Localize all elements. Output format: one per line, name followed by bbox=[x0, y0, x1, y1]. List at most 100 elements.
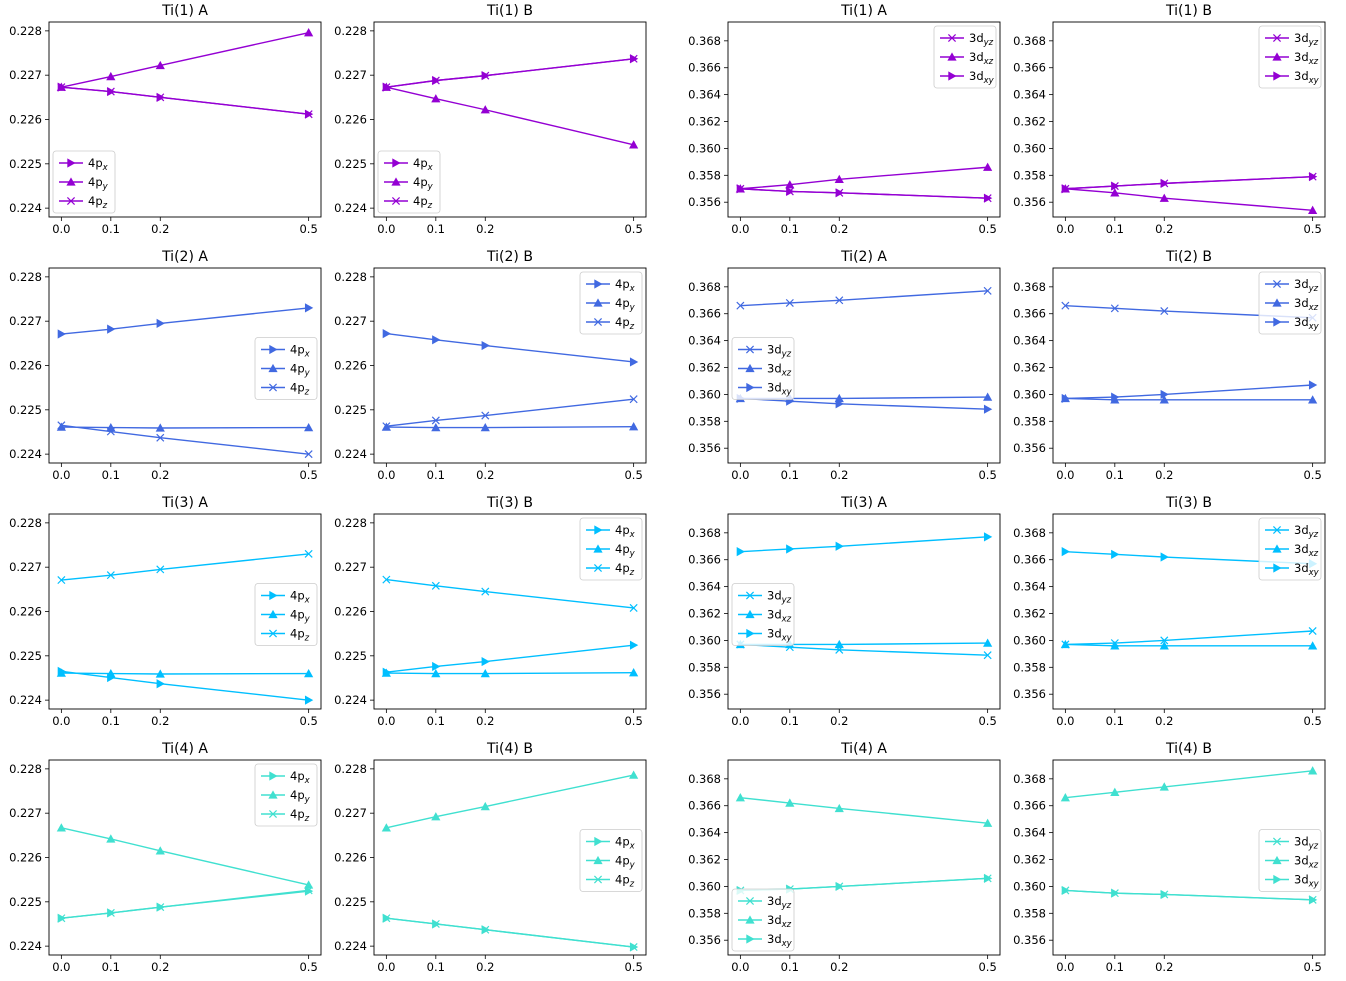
data-point-4py bbox=[629, 668, 639, 677]
data-point-3dxy bbox=[983, 404, 993, 414]
x-tick-label: 0.2 bbox=[476, 714, 494, 728]
legend-marker bbox=[1273, 71, 1282, 81]
data-point-3dxy bbox=[1160, 889, 1169, 900]
series-line-3dyz bbox=[1065, 630, 1313, 646]
y-tick-label: 0.225 bbox=[9, 895, 42, 909]
x-tick-label: 0.0 bbox=[731, 714, 749, 728]
legend-marker bbox=[947, 33, 957, 43]
data-point-3dxz bbox=[1308, 205, 1318, 214]
series-line-4pz bbox=[61, 424, 309, 455]
legend-marker bbox=[593, 544, 603, 553]
y-tick-label: 0.224 bbox=[9, 201, 42, 215]
data-point-3dxz bbox=[1060, 639, 1070, 649]
data-point-3dxy bbox=[1111, 888, 1120, 898]
data-point-4pz bbox=[382, 914, 391, 923]
subplot-title: Ti(3) B bbox=[1165, 495, 1212, 511]
x-tick-label: 0.0 bbox=[377, 468, 395, 482]
data-point-4pz bbox=[481, 411, 490, 420]
data-point-4pz bbox=[57, 83, 66, 92]
data-point-4py bbox=[106, 668, 116, 678]
x-tick-label: 0.0 bbox=[1056, 960, 1074, 974]
x-tick-label: 0.0 bbox=[377, 960, 395, 974]
series-line-3dxy bbox=[1065, 384, 1313, 400]
data-point-4px bbox=[304, 695, 314, 705]
data-point-4pz bbox=[629, 395, 638, 404]
data-point-4pz bbox=[431, 76, 440, 85]
subplot-title: Ti(2) B bbox=[486, 249, 533, 265]
y-tick-label: 0.362 bbox=[688, 361, 721, 375]
data-point-3dxz bbox=[1159, 641, 1169, 650]
data-point-4pz bbox=[382, 575, 391, 584]
subplot-title: Ti(4) A bbox=[840, 741, 887, 757]
series-line-4pz bbox=[386, 578, 634, 609]
y-tick-label: 0.366 bbox=[1013, 61, 1046, 75]
data-point-3dxz bbox=[983, 162, 993, 171]
series-line-4pz bbox=[61, 86, 309, 115]
data-point-3dxz bbox=[1308, 641, 1318, 650]
y-tick-label: 0.362 bbox=[1013, 115, 1046, 129]
x-tick-label: 0.2 bbox=[151, 714, 169, 728]
axes-frame bbox=[1052, 759, 1326, 956]
series-line-4pz bbox=[386, 917, 634, 948]
series-line-3dxy bbox=[740, 188, 988, 199]
x-tick-label: 0.5 bbox=[624, 222, 642, 236]
legend-marker bbox=[593, 317, 603, 327]
y-tick-label: 0.364 bbox=[1013, 580, 1046, 594]
x-tick-label: 0.5 bbox=[299, 222, 317, 236]
subplot-ti1b-4p: Ti(1) B 0.0 0.1 0.2 0.5 0.224 0.225 0.226 0.227 0… bbox=[334, 3, 647, 236]
subplot-title: Ti(3) A bbox=[161, 495, 208, 511]
data-point-3dxy bbox=[1111, 392, 1120, 402]
legend-marker bbox=[1272, 279, 1282, 289]
subplot-ti4b-4p: Ti(4) B 0.0 0.1 0.2 0.5 0.224 0.225 0.226 0.227 0… bbox=[334, 741, 647, 974]
y-tick-label: 0.226 bbox=[9, 851, 42, 865]
y-tick-label: 0.368 bbox=[688, 34, 721, 48]
data-point-3dxz bbox=[834, 639, 844, 649]
data-point-3dxz bbox=[1308, 395, 1318, 404]
legend-marker bbox=[746, 382, 755, 393]
data-point-4px bbox=[382, 328, 391, 339]
data-point-4py bbox=[480, 105, 490, 114]
data-point-3dyz bbox=[983, 651, 992, 660]
data-point-3dxz bbox=[983, 818, 993, 827]
x-tick-label: 0.0 bbox=[52, 960, 70, 974]
data-point-4py bbox=[629, 422, 639, 431]
data-point-3dyz bbox=[1110, 304, 1119, 313]
legend-marker bbox=[593, 855, 603, 865]
subplot-ti4b-3d: Ti(4) B 0.0 0.1 0.2 0.5 0.356 0.358 0.360 0.362 0… bbox=[1013, 741, 1326, 974]
legend-marker bbox=[268, 609, 278, 619]
x-tick-label: 0.0 bbox=[731, 222, 749, 236]
data-point-4pz bbox=[106, 908, 115, 917]
x-tick-label: 0.5 bbox=[1303, 468, 1321, 482]
data-point-3dxy bbox=[1061, 547, 1070, 557]
x-tick-label: 0.0 bbox=[731, 468, 749, 482]
x-tick-label: 0.5 bbox=[1303, 714, 1321, 728]
data-point-4py bbox=[304, 880, 314, 889]
y-tick-label: 0.227 bbox=[9, 560, 42, 574]
y-tick-label: 0.366 bbox=[1013, 553, 1046, 567]
y-tick-label: 0.226 bbox=[9, 605, 42, 619]
y-tick-label: 0.227 bbox=[334, 68, 367, 82]
x-tick-label: 0.1 bbox=[781, 960, 799, 974]
series-line-4px bbox=[386, 332, 634, 363]
y-tick-label: 0.366 bbox=[688, 307, 721, 321]
data-point-3dxz bbox=[1308, 766, 1318, 775]
data-point-4pz bbox=[106, 427, 115, 436]
y-tick-label: 0.227 bbox=[334, 806, 367, 820]
y-tick-label: 0.360 bbox=[1013, 387, 1046, 401]
series-line-4pz bbox=[61, 889, 309, 919]
data-point-4py bbox=[56, 422, 66, 431]
x-tick-label: 0.1 bbox=[427, 960, 445, 974]
y-tick-label: 0.226 bbox=[334, 605, 367, 619]
data-point-3dxz bbox=[785, 180, 795, 189]
x-tick-label: 0.2 bbox=[1155, 714, 1173, 728]
y-tick-label: 0.358 bbox=[1013, 168, 1046, 182]
data-point-4py bbox=[431, 422, 441, 432]
y-tick-label: 0.226 bbox=[334, 113, 367, 127]
x-tick-label: 0.1 bbox=[1106, 222, 1124, 236]
data-point-4px bbox=[629, 640, 639, 650]
legend-marker bbox=[1272, 855, 1282, 865]
legend-marker bbox=[268, 383, 278, 392]
y-tick-label: 0.368 bbox=[688, 526, 721, 540]
series-line-3dxz bbox=[740, 166, 988, 190]
y-tick-label: 0.362 bbox=[1013, 853, 1046, 867]
